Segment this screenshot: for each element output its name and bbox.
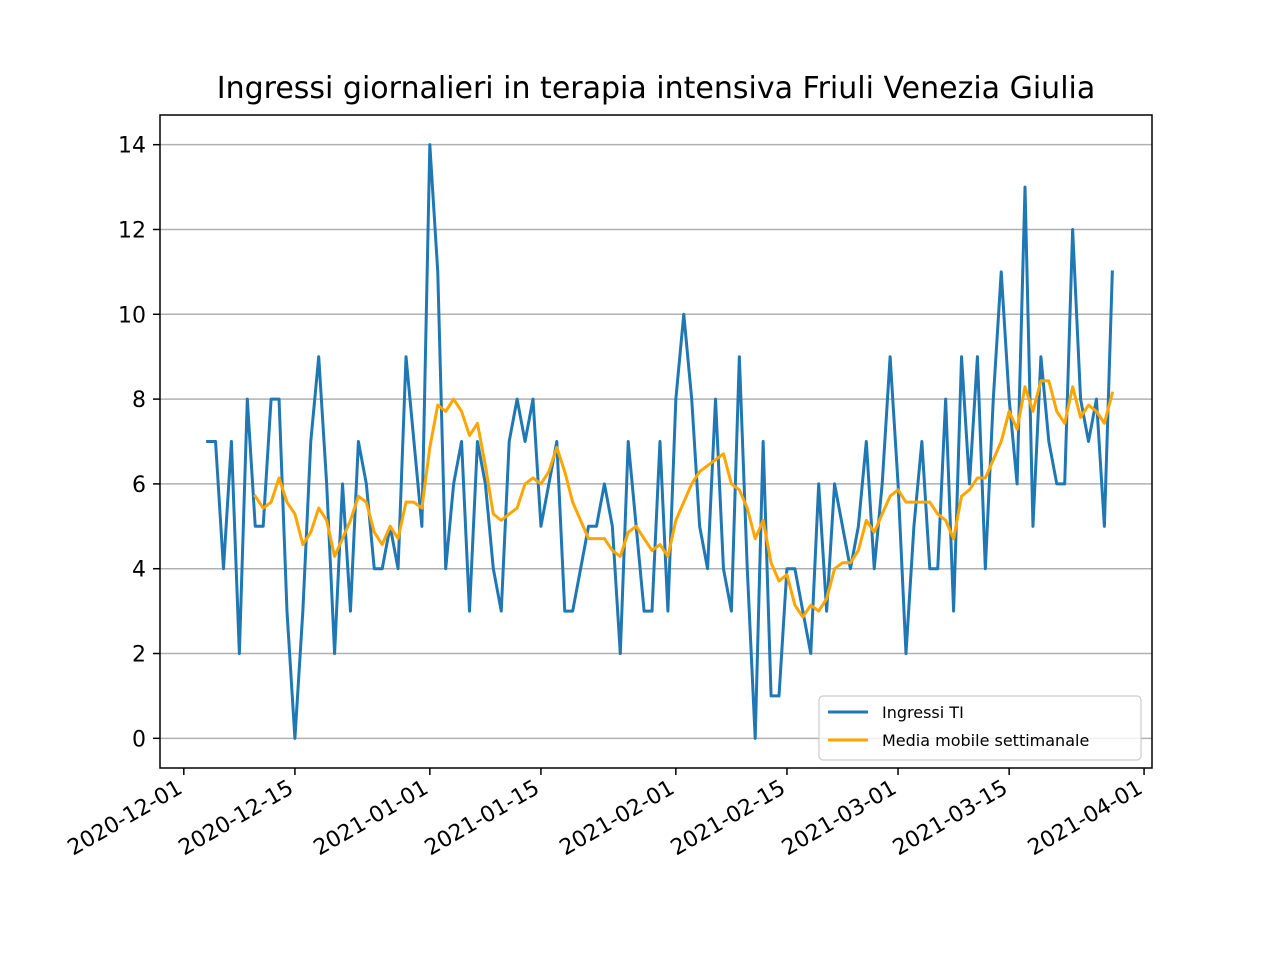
- x-tick-label: 2021-02-15: [667, 776, 790, 862]
- legend-box: [818, 695, 1142, 761]
- y-tick-label: 2: [132, 643, 146, 668]
- series-line-1: [253, 379, 1115, 619]
- x-tick-label: 2021-04-01: [1024, 776, 1147, 862]
- legend-label-media-mobile: Media mobile settimanale: [882, 731, 1089, 750]
- x-tick-label: 2021-01-01: [310, 776, 433, 862]
- x-tick-label: 2021-01-15: [421, 776, 544, 862]
- plot-area-frame: [159, 114, 1153, 769]
- x-tick-label: 2020-12-15: [175, 776, 298, 862]
- series-line-0: [206, 143, 1114, 740]
- y-tick-label: 4: [132, 558, 146, 583]
- y-tick-label: 0: [132, 727, 146, 752]
- legend: Ingressi TI Media mobile settimanale: [818, 695, 1142, 761]
- x-tick-label: 2020-12-01: [64, 776, 187, 862]
- y-grid: [160, 143, 1152, 740]
- legend-label-ingressi: Ingressi TI: [882, 703, 964, 722]
- chart-title: Ingressi giornalieri in terapia intensiv…: [217, 71, 1096, 106]
- y-tick-label: 6: [132, 473, 146, 498]
- y-tick-label: 14: [118, 134, 146, 159]
- plot-lines: [206, 143, 1115, 740]
- x-tick-label: 2021-03-15: [889, 776, 1012, 862]
- x-tick-label: 2021-03-01: [778, 776, 901, 862]
- x-tick-label: 2021-02-01: [556, 776, 679, 862]
- y-tick-label: 8: [132, 388, 146, 413]
- y-tick-label: 10: [118, 303, 146, 328]
- y-axis: 0 2 4 6 8 10 12 14: [118, 134, 160, 752]
- y-tick-label: 12: [118, 218, 146, 243]
